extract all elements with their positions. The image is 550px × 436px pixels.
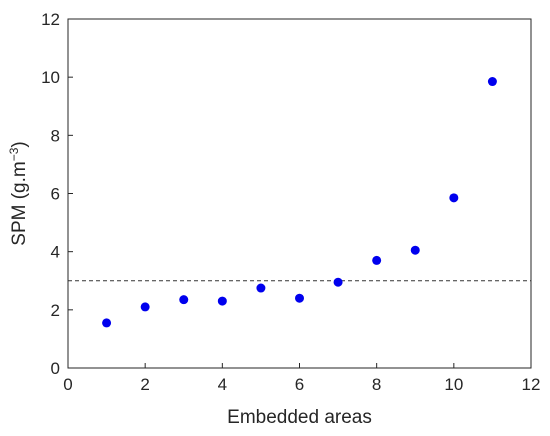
plot-frame (67, 18, 532, 369)
y-tick-label: 0 (51, 359, 60, 378)
data-point (102, 318, 112, 328)
y-tick-label: 10 (41, 68, 60, 87)
data-point (295, 293, 304, 303)
x-tick-label: 10 (444, 375, 463, 394)
x-tick-label: 0 (63, 375, 72, 394)
data-point (217, 296, 227, 306)
y-tick-label: 4 (51, 243, 60, 262)
data-point (179, 295, 189, 305)
y-axis-label-main: SPM (g.m (9, 161, 30, 245)
data-point (487, 77, 497, 87)
y-tick-label: 6 (51, 185, 60, 204)
y-axis-label-close: ) (9, 141, 30, 147)
data-point (333, 277, 343, 287)
data-point (372, 255, 382, 265)
data-point (449, 193, 459, 203)
y-tick-label: 8 (51, 126, 60, 145)
x-tick-label: 2 (140, 375, 149, 394)
y-axis-label-superscript: −3 (7, 147, 21, 161)
x-axis-label: Embedded areas (227, 407, 372, 428)
y-axis-label: SPM (g.m−3) (7, 141, 30, 245)
data-point (256, 283, 266, 293)
y-tick-label: 2 (51, 301, 60, 320)
x-tick-label: 8 (372, 375, 381, 394)
x-tick-label: 6 (295, 375, 304, 394)
y-tick-label: 12 (41, 10, 60, 29)
data-point (140, 302, 150, 312)
x-tick-label: 4 (218, 375, 227, 394)
data-point (410, 245, 420, 255)
x-tick-label: 12 (522, 375, 541, 394)
